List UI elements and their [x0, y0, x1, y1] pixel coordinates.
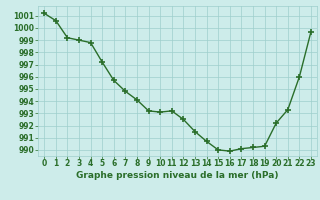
X-axis label: Graphe pression niveau de la mer (hPa): Graphe pression niveau de la mer (hPa) — [76, 171, 279, 180]
